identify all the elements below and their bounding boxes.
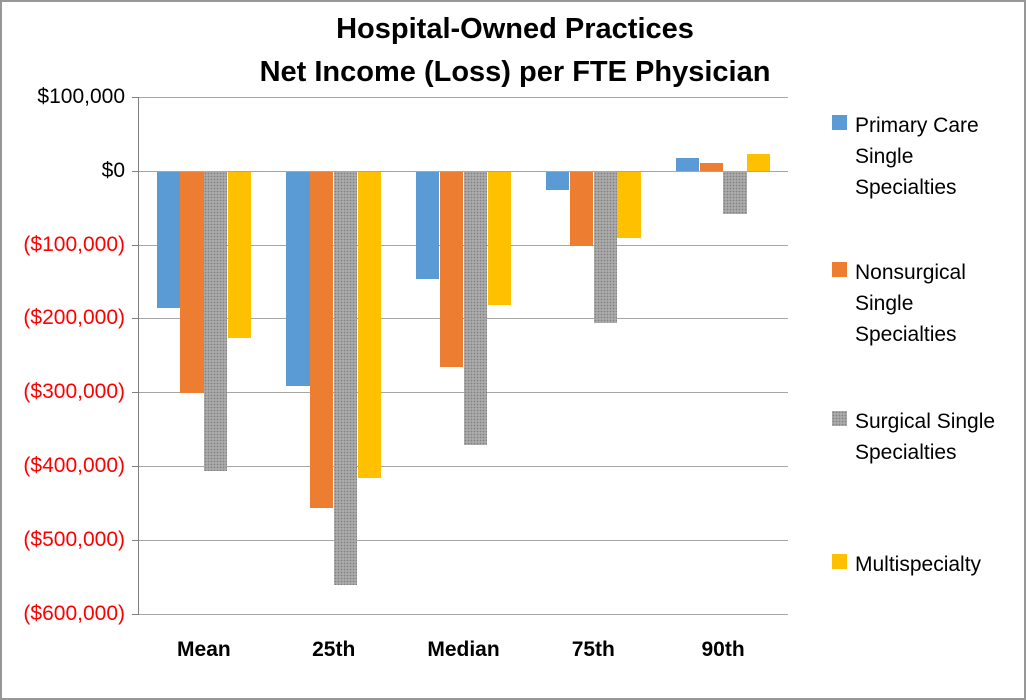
y-axis-label: ($400,000) bbox=[23, 454, 125, 477]
chart-title-line-2: Net Income (Loss) per FTE Physician bbox=[259, 56, 771, 88]
bar bbox=[463, 171, 487, 445]
legend-item: Surgical Single Specialties bbox=[832, 406, 1012, 473]
x-axis-label: Mean bbox=[177, 638, 231, 661]
x-axis-label: Median bbox=[427, 638, 500, 661]
gridline bbox=[139, 392, 788, 394]
legend-swatch bbox=[832, 554, 847, 569]
legend-item: Nonsurgical Single Specialties bbox=[832, 257, 1012, 355]
legend-label: Multispecialty bbox=[855, 549, 1010, 580]
y-axis-label: $0 bbox=[101, 158, 125, 182]
bar bbox=[228, 171, 252, 338]
bar bbox=[357, 171, 381, 479]
legend-label-line: Single bbox=[855, 292, 914, 315]
x-axis-label: 90th bbox=[701, 638, 745, 661]
y-axis-label: ($500,000) bbox=[23, 527, 125, 551]
y-axis-tick bbox=[132, 613, 138, 615]
x-axis-label: 75th bbox=[571, 638, 615, 661]
bar bbox=[156, 171, 180, 309]
gridline bbox=[139, 539, 788, 541]
chart-title-line-1: Hospital-Owned Practices bbox=[336, 13, 694, 45]
bar bbox=[416, 171, 440, 279]
bar bbox=[723, 171, 747, 214]
gridline bbox=[139, 244, 788, 246]
bar bbox=[440, 171, 464, 368]
bar bbox=[487, 171, 511, 305]
gridline bbox=[139, 170, 788, 172]
legend-label: Surgical Single Specialties bbox=[855, 406, 1010, 468]
legend-label-line: Nonsurgical bbox=[855, 261, 966, 284]
y-axis-label: ($300,000) bbox=[23, 380, 125, 404]
legend-label-line: Single bbox=[855, 145, 914, 168]
legend-label-line: Specialties bbox=[855, 441, 957, 464]
x-axis-label: 25th bbox=[312, 638, 356, 661]
bar bbox=[699, 163, 723, 171]
gridline bbox=[139, 466, 788, 467]
legend-swatch bbox=[832, 411, 847, 426]
y-axis-tick bbox=[132, 392, 138, 394]
gridline bbox=[139, 613, 788, 615]
legend-swatch bbox=[832, 115, 847, 130]
gridline bbox=[139, 318, 788, 320]
y-axis-tick bbox=[132, 97, 138, 98]
bar bbox=[569, 171, 593, 246]
y-axis-line bbox=[138, 97, 139, 615]
y-axis-tick bbox=[132, 539, 138, 541]
y-axis-label: ($600,000) bbox=[23, 601, 125, 625]
bar bbox=[310, 171, 334, 508]
y-axis-label: ($200,000) bbox=[23, 306, 125, 330]
bar bbox=[180, 171, 204, 394]
bar bbox=[747, 153, 771, 171]
bar bbox=[334, 171, 358, 586]
bar bbox=[675, 157, 699, 171]
legend-label-line: Specialties bbox=[855, 176, 957, 199]
legend-item: Primary Care Single Specialties bbox=[832, 110, 1012, 208]
bar bbox=[617, 171, 641, 239]
y-axis-label: ($100,000) bbox=[23, 232, 125, 256]
legend-label-line: Specialties bbox=[855, 323, 957, 346]
legend-swatch bbox=[832, 262, 847, 277]
bar bbox=[204, 171, 228, 471]
bar bbox=[286, 171, 310, 386]
y-axis-tick bbox=[132, 466, 138, 467]
legend-label-line: Surgical Single bbox=[855, 410, 996, 433]
legend-item: Multispecialty bbox=[832, 549, 1012, 585]
y-axis-label: $100,000 bbox=[37, 85, 125, 108]
legend-label: Nonsurgical Single Specialties bbox=[855, 257, 1010, 350]
y-axis-tick bbox=[132, 318, 138, 320]
legend-label-line: Primary Care bbox=[855, 114, 979, 137]
y-axis-tick bbox=[132, 170, 138, 172]
y-axis-tick bbox=[132, 244, 138, 246]
gridline bbox=[139, 97, 788, 98]
bar bbox=[593, 171, 617, 324]
bar bbox=[546, 171, 570, 191]
legend-label-line: Multispecialty bbox=[855, 553, 982, 576]
legend-label: Primary Care Single Specialties bbox=[855, 110, 1010, 203]
